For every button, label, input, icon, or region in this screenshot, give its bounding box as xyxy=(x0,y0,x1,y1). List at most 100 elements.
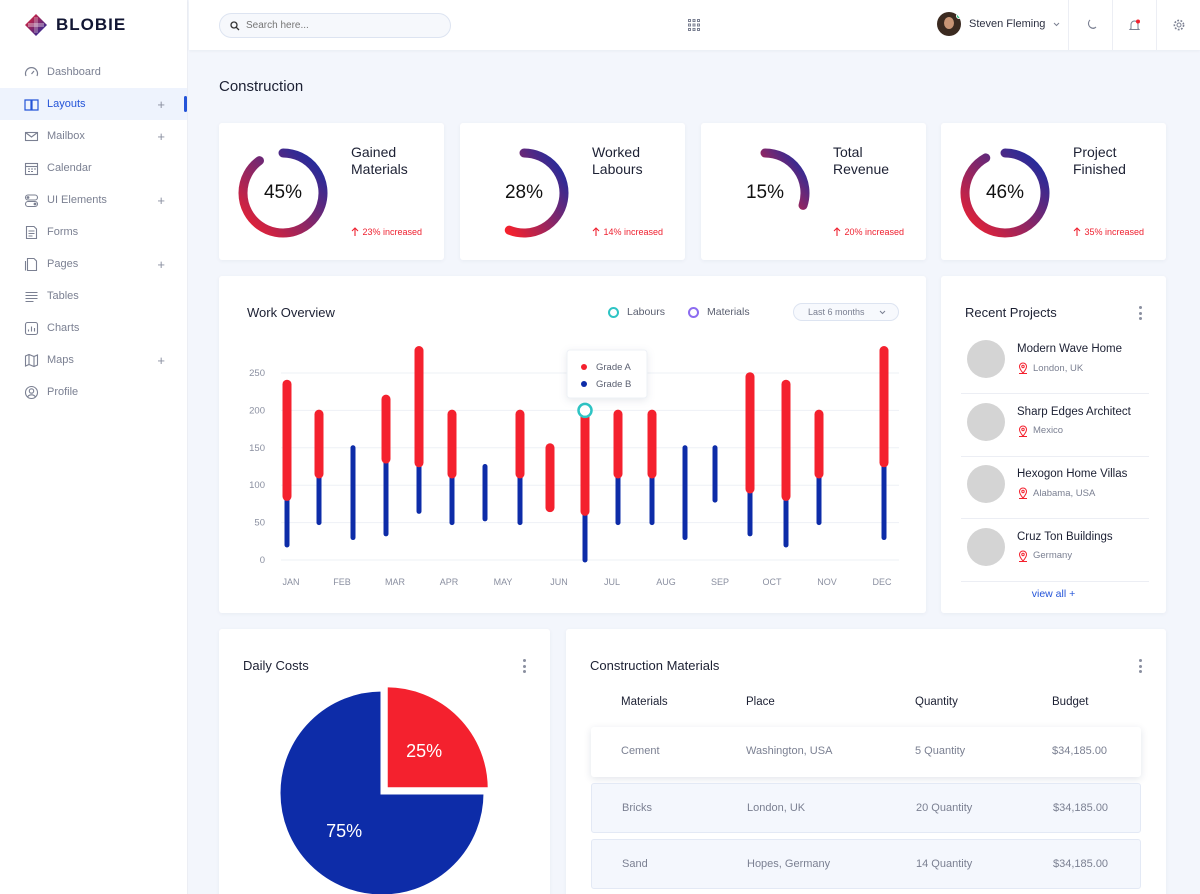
expand-plus-icon[interactable]: + xyxy=(157,96,165,112)
arrow-up-icon xyxy=(1074,227,1081,236)
table-row[interactable]: Sand Hopes, Germany 14 Quantity $34,185.00 xyxy=(591,839,1141,889)
project-location-label: Mexico xyxy=(1033,425,1064,436)
sidebar-item-maps[interactable]: Maps + xyxy=(0,344,187,376)
sidebar-item-profile[interactable]: Profile xyxy=(0,376,187,408)
recent-projects-title: Recent Projects xyxy=(965,305,1057,320)
legend-materials-marker xyxy=(688,306,699,318)
daily-costs-pie-chart: 25% 75% xyxy=(277,684,491,894)
theme-toggle-button[interactable] xyxy=(1068,0,1112,50)
sidebar-item-label: Mailbox xyxy=(47,130,85,142)
location-pin-icon xyxy=(1018,487,1028,499)
project-name: Sharp Edges Architect xyxy=(1017,405,1131,418)
moon-icon xyxy=(1087,19,1096,30)
sidebar-item-pages[interactable]: Pages + xyxy=(0,248,187,280)
arrow-up-icon xyxy=(593,227,600,236)
stat-title: Worked Labours xyxy=(592,144,643,177)
map-icon xyxy=(24,353,39,368)
view-all-link[interactable]: view all + xyxy=(1031,588,1076,600)
notifications-button[interactable] xyxy=(1112,0,1156,50)
expand-plus-icon[interactable]: + xyxy=(157,128,165,144)
project-item[interactable]: Sharp Edges Architect Mexico xyxy=(961,395,1149,457)
highlight-point[interactable] xyxy=(577,402,593,419)
tooltip-marker xyxy=(581,381,587,387)
project-thumbnail xyxy=(967,340,1005,378)
legend-labours-label: Labours xyxy=(627,306,665,318)
materials-title: Construction Materials xyxy=(590,658,720,673)
recent-projects-menu-icon[interactable] xyxy=(1138,306,1142,320)
location-pin-icon xyxy=(1018,550,1028,562)
materials-menu-icon[interactable] xyxy=(1138,659,1142,673)
daily-costs-menu-icon[interactable] xyxy=(522,659,526,673)
sidebar-item-calendar[interactable]: Calendar xyxy=(0,152,187,184)
sidebar-item-charts[interactable]: Charts xyxy=(0,312,187,344)
search-input[interactable] xyxy=(246,20,436,31)
expand-plus-icon[interactable]: + xyxy=(157,256,165,272)
online-dot xyxy=(956,13,961,19)
x-tick-label: JUN xyxy=(550,577,568,587)
sidebar-item-forms[interactable]: Forms xyxy=(0,216,187,248)
work-overview-title: Work Overview xyxy=(247,305,335,320)
stat-change: 14% increased xyxy=(592,227,663,237)
sidebar-item-dashboard[interactable]: Dashboard xyxy=(0,56,187,88)
y-tick-label: 150 xyxy=(249,443,265,454)
bell-icon xyxy=(1128,19,1141,30)
stat-percent: 28% xyxy=(504,182,544,203)
project-item[interactable]: Cruz Ton Buildings Germany xyxy=(961,520,1149,582)
x-tick-label: MAY xyxy=(494,577,513,587)
x-tick-label: MAR xyxy=(385,577,406,587)
expand-plus-icon[interactable]: + xyxy=(157,352,165,368)
table-row[interactable]: Bricks London, UK 20 Quantity $34,185.00 xyxy=(591,783,1141,833)
user-menu[interactable]: Steven Fleming xyxy=(937,12,1060,36)
legend-labours[interactable]: Labours xyxy=(608,306,665,318)
table-header-quantity[interactable]: Quantity xyxy=(915,696,958,708)
project-name: Cruz Ton Buildings xyxy=(1017,530,1113,543)
sidebar-item-label: Maps xyxy=(47,354,74,366)
table-row[interactable]: Cement Washington, USA 5 Quantity $34,185.0… xyxy=(591,727,1141,777)
settings-button[interactable] xyxy=(1156,0,1200,50)
user-name: Steven Fleming xyxy=(969,18,1046,30)
project-item[interactable]: Hexogon Home Villas Alabama, USA xyxy=(961,457,1149,519)
pie-slice[interactable] xyxy=(384,684,491,791)
project-location-label: Alabama, USA xyxy=(1033,487,1096,499)
range-select[interactable]: Last 6 months xyxy=(793,303,899,321)
project-location-label: Germany xyxy=(1033,550,1073,561)
stat-percent: 46% xyxy=(985,182,1025,203)
sidebar-item-tables[interactable]: Tables xyxy=(0,280,187,312)
stat-change-label: 35% increased xyxy=(1084,227,1144,237)
logo[interactable]: BLOBIE xyxy=(0,0,187,50)
project-location-label: London, UK xyxy=(1033,362,1084,374)
user-icon xyxy=(24,385,39,400)
apps-grid-icon[interactable] xyxy=(688,19,700,31)
table-cell: Washington, USA xyxy=(746,745,833,757)
pie-slice[interactable] xyxy=(277,688,487,894)
table-header-place[interactable]: Place xyxy=(746,696,775,708)
table-header-materials[interactable]: Materials xyxy=(621,696,668,708)
stat-card-worked-labours: 28% Worked Labours 14% increased xyxy=(460,123,685,260)
project-item[interactable]: Modern Wave Home London, UK xyxy=(961,332,1149,394)
stat-title: Gained Materials xyxy=(351,144,408,177)
stat-change-label: 14% increased xyxy=(603,227,663,237)
stat-arc xyxy=(760,148,810,210)
pages-icon xyxy=(24,257,39,272)
table-header-budget[interactable]: Budget xyxy=(1052,696,1089,708)
chevron-down-icon xyxy=(879,310,885,314)
sidebar-item-label: Charts xyxy=(47,322,80,334)
sidebar-item-label: Layouts xyxy=(47,98,86,110)
project-thumbnail xyxy=(967,402,1005,441)
sidebar-item-layouts[interactable]: Layouts + xyxy=(0,88,187,120)
pie-slice-label: 75% xyxy=(326,821,362,841)
sidebar-item-ui-elements[interactable]: UI Elements + xyxy=(0,184,187,216)
mail-icon xyxy=(24,129,39,144)
page-title: Construction xyxy=(219,78,304,95)
search-box[interactable] xyxy=(219,13,451,38)
sidebar-item-label: Profile xyxy=(47,386,79,398)
range-select-value: Last 6 months xyxy=(808,307,865,317)
expand-plus-icon[interactable]: + xyxy=(157,192,165,208)
stat-percent: 45% xyxy=(263,182,303,203)
stat-title: Project Finished xyxy=(1073,144,1126,177)
legend-materials[interactable]: Materials xyxy=(688,306,750,318)
sidebar-item-mailbox[interactable]: Mailbox + xyxy=(0,120,187,152)
table-cell: London, UK xyxy=(747,802,806,814)
gear-icon xyxy=(1173,19,1184,31)
list-icon xyxy=(24,289,39,304)
